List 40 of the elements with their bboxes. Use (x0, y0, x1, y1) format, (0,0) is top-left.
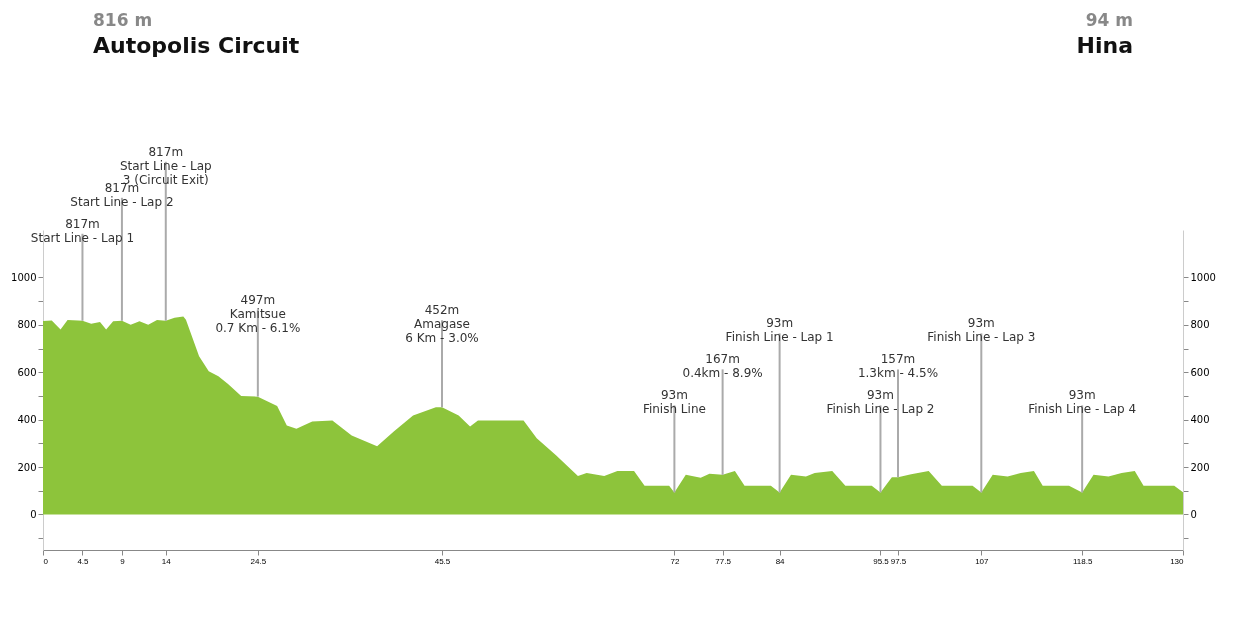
annotation: 817m Start Line - Lap 1 (30, 216, 135, 245)
x-tick-label: 130 (1170, 556, 1185, 566)
x-tick-label: 45.5 (434, 556, 451, 566)
y2-tick-label: 0 (1190, 508, 1197, 520)
text: 94 m (1085, 10, 1133, 30)
x-tick-label: 97.5 (890, 556, 907, 566)
annotation: 497m Kamitsue 0.7 Km - 6.1% (215, 292, 301, 335)
annotation: 167m 0.4km - 8.9% (682, 352, 763, 381)
text: 816 m (93, 10, 153, 30)
x-tick-label: 107 (975, 556, 990, 566)
y-tick-label: 1000 (11, 271, 37, 283)
y2-tick-label: 1000 (1190, 271, 1216, 283)
x-tick-label: 4.5 (77, 556, 90, 566)
y-tick-label: 200 (17, 461, 37, 473)
y2-tick-label: 200 (1190, 461, 1210, 473)
annotation: 157m 1.3km - 4.5% (857, 352, 939, 381)
x-tick-label: 84 (775, 556, 786, 566)
x-tick-label: 24.5 (250, 556, 267, 566)
x-tick-label: 14 (161, 556, 172, 566)
x-tick-label: 9 (120, 556, 126, 566)
annotation: 452m Amagase 6 Km - 3.0% (405, 303, 479, 346)
y-tick-label: 800 (17, 319, 37, 331)
y2-tick-label: 400 (1190, 414, 1210, 426)
x-tick-label: 118.5 (1072, 556, 1093, 566)
annotation: 93m Finish Line - Lap 2 (826, 388, 935, 417)
y2-tick-label: 800 (1190, 319, 1210, 331)
x-tick-label: 77.5 (715, 556, 732, 566)
x-tick-label: 0 (43, 556, 49, 566)
annotation: 93m Finish Line - Lap 4 (1028, 388, 1137, 417)
y2-tick-label: 600 (1190, 366, 1210, 378)
annotation: 93m Finish Line - Lap 3 (927, 316, 1036, 345)
x-tick-label: 95.5 (873, 556, 890, 566)
x-tick-label: 72 (670, 556, 680, 566)
y-tick-label: 0 (30, 508, 37, 520)
text: Autopolis Circuit (93, 33, 300, 58)
y-tick-label: 600 (17, 366, 37, 378)
y-tick-label: 400 (17, 414, 37, 426)
annotation: 93m Finish Line - Lap 1 (725, 316, 834, 345)
annotation: 93m Finish Line (642, 388, 706, 417)
text: Hina (1076, 33, 1133, 58)
